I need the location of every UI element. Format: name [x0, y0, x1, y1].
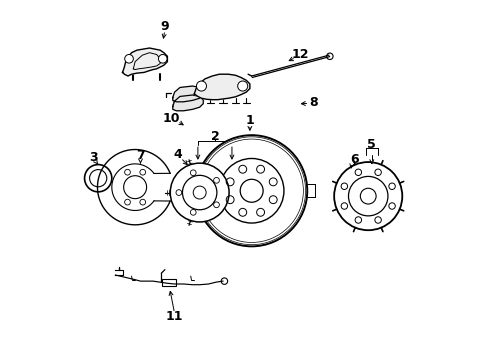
Text: 2: 2 [210, 130, 219, 143]
Circle shape [219, 158, 284, 223]
Text: 9: 9 [160, 20, 169, 33]
Polygon shape [122, 48, 167, 76]
Circle shape [124, 54, 133, 63]
Text: 3: 3 [89, 151, 97, 164]
Circle shape [158, 54, 167, 63]
Text: 4: 4 [173, 148, 182, 161]
Text: 7: 7 [136, 149, 144, 162]
Circle shape [170, 163, 228, 222]
Polygon shape [172, 95, 203, 111]
Circle shape [196, 81, 206, 91]
Circle shape [182, 175, 217, 210]
Text: 11: 11 [165, 310, 183, 324]
Polygon shape [172, 86, 203, 102]
Text: 12: 12 [291, 48, 308, 61]
Circle shape [237, 81, 247, 91]
Circle shape [348, 176, 387, 216]
Circle shape [333, 162, 402, 230]
Bar [162, 279, 175, 286]
Polygon shape [194, 74, 249, 100]
Text: 1: 1 [245, 114, 254, 127]
Text: 5: 5 [366, 138, 375, 150]
Text: 10: 10 [162, 112, 180, 125]
Circle shape [196, 135, 306, 246]
Text: 6: 6 [350, 153, 359, 166]
Text: 8: 8 [308, 96, 317, 109]
